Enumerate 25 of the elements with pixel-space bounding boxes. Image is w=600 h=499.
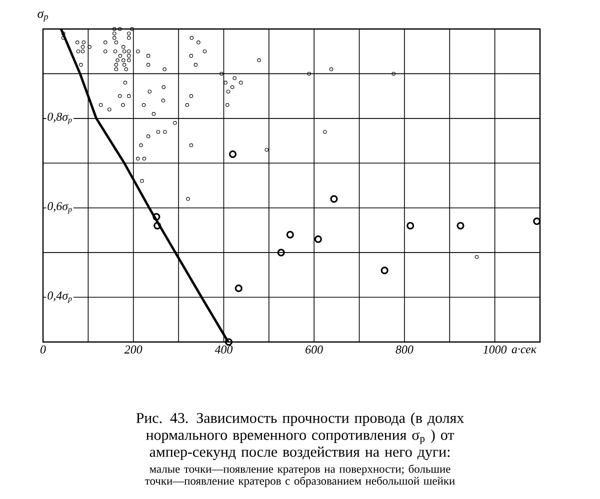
point — [330, 195, 338, 203]
point — [277, 248, 285, 256]
x-tick-label: 800 — [396, 346, 414, 354]
point — [154, 222, 162, 230]
x-axis-title: a·сек — [512, 348, 537, 354]
point — [234, 284, 242, 292]
point — [456, 222, 464, 230]
text: малые точки—появление кратеров на поверхности; большие точки—появление кратеров с образованием небольшой шейки — [145, 464, 455, 488]
point — [228, 150, 237, 158]
y-tick-label: 0,6σ$_{p}$ — [48, 202, 72, 214]
y-axis-title: σ$_{p}$ — [38, 11, 48, 22]
x-tick-label: 400 — [214, 346, 233, 354]
text: Рис. 43. Зависимость прочности провода (в долях нормального временного сопротивления σ$_{p}$ ) от ампер-секунд после воздействия на него дуги: — [136, 412, 464, 460]
point — [406, 222, 414, 230]
point — [286, 230, 294, 238]
x-tick-label: 1000 — [483, 346, 507, 354]
x-tick-label: 200 — [124, 346, 142, 354]
x-tick-label: 600 — [306, 346, 323, 354]
point — [314, 235, 322, 243]
point — [533, 217, 541, 226]
x-tick-label: 0 — [40, 346, 46, 354]
point — [152, 213, 160, 221]
point — [380, 266, 388, 274]
y-tick-label: 0,8σ$_{p}$ — [48, 112, 72, 124]
y-tick-label: 0,4σ$_{p}$ — [48, 292, 72, 303]
